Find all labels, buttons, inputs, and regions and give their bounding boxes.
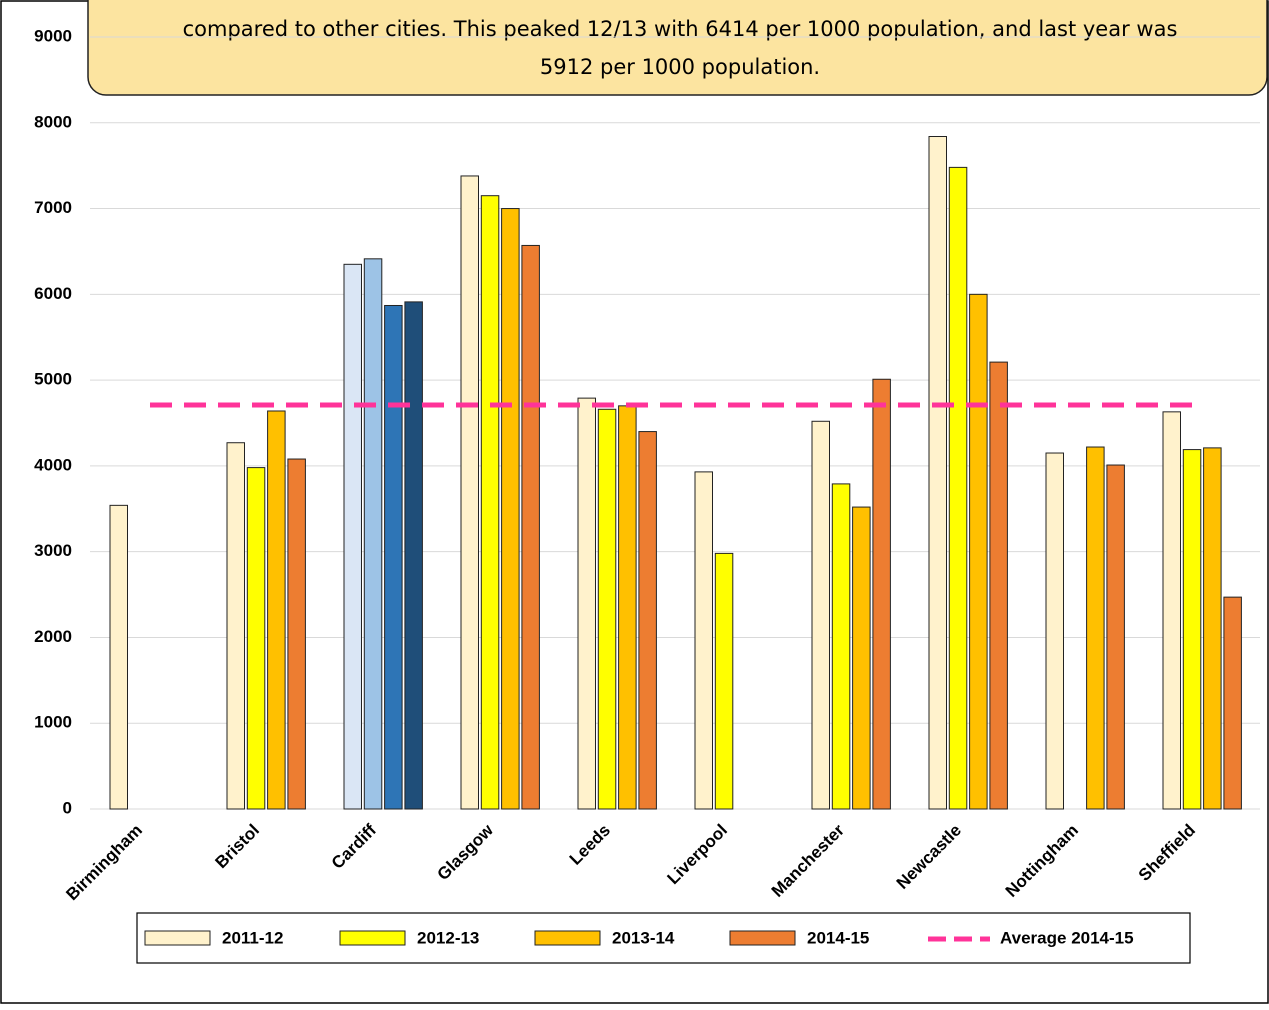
annotation-box — [87, 0, 1268, 96]
bar — [928, 136, 947, 810]
legend-swatch — [534, 930, 601, 946]
bar — [480, 195, 500, 810]
y-tick-label: 3000 — [34, 541, 72, 560]
bar — [969, 293, 988, 810]
legend-label: 2011-12 — [222, 928, 283, 947]
y-tick-label: 5000 — [34, 370, 72, 389]
bar — [1086, 446, 1105, 810]
bar — [638, 431, 657, 810]
bar — [460, 175, 479, 810]
bar — [246, 467, 266, 810]
y-tick-label: 7000 — [34, 198, 72, 217]
bar — [404, 301, 423, 810]
bar — [287, 458, 306, 810]
bar — [618, 405, 637, 810]
bar — [521, 244, 540, 810]
bar — [831, 483, 851, 810]
bar — [694, 471, 713, 810]
legend-label: Average 2014-15 — [1000, 928, 1134, 947]
bar — [811, 420, 830, 810]
bar — [1223, 596, 1242, 810]
bar — [501, 208, 520, 810]
bar — [989, 361, 1008, 810]
legend-swatch — [729, 930, 796, 946]
y-tick-label: 1000 — [34, 713, 72, 732]
y-tick-label: 9000 — [34, 26, 72, 45]
legend-swatch — [144, 930, 211, 946]
legend-swatch — [339, 930, 406, 946]
bar — [109, 504, 128, 810]
annotation: 5912 per 1000 population. — [540, 55, 820, 79]
legend-box — [136, 912, 1191, 964]
bar — [872, 378, 891, 810]
bar — [577, 397, 596, 810]
bar — [852, 506, 871, 810]
bar — [363, 258, 383, 810]
bar — [1203, 447, 1222, 810]
bar — [343, 263, 362, 810]
y-tick-label: 6000 — [34, 284, 72, 303]
y-tick-label: 2000 — [34, 627, 72, 646]
bar — [267, 410, 286, 810]
bar — [1106, 464, 1125, 810]
bar — [1182, 449, 1202, 810]
bar — [1162, 411, 1181, 810]
bar — [948, 166, 968, 810]
y-tick-label: 8000 — [34, 112, 72, 131]
legend-label: 2014-15 — [807, 928, 869, 947]
bar — [714, 552, 734, 810]
legend-label: 2012-13 — [417, 928, 479, 947]
legend-label: 2013-14 — [612, 928, 675, 947]
bar — [226, 442, 245, 810]
bar — [384, 304, 403, 810]
bar — [1045, 452, 1064, 810]
y-tick-label: 0 — [63, 798, 72, 817]
bar — [597, 408, 617, 810]
y-tick-label: 4000 — [34, 455, 72, 474]
